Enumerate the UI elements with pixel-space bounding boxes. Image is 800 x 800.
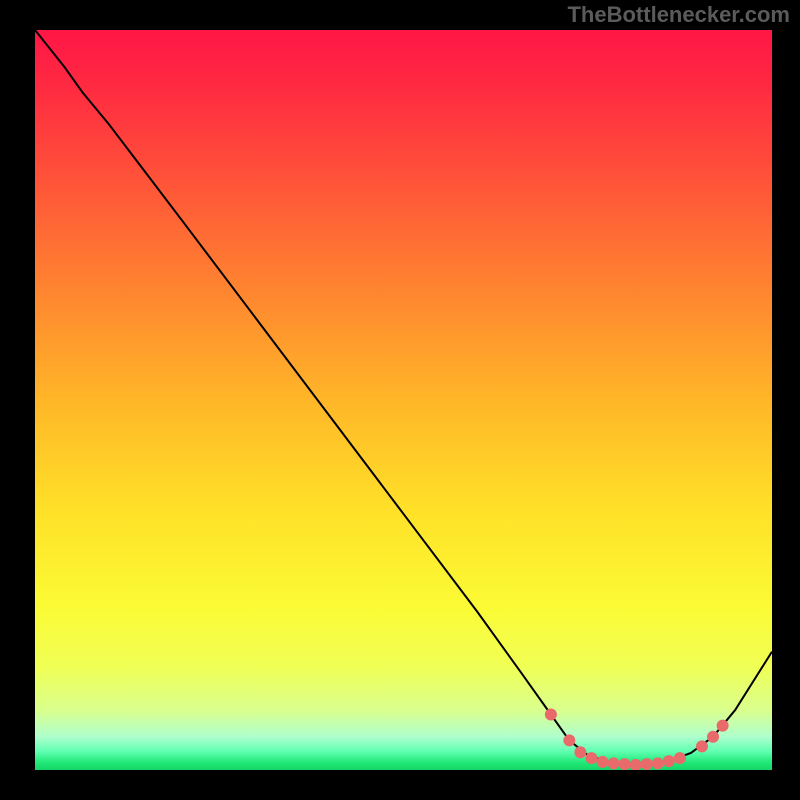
marker-point: [630, 759, 641, 770]
marker-point: [619, 759, 630, 770]
marker-point: [586, 753, 597, 764]
plot-area: [35, 30, 772, 770]
marker-point: [708, 731, 719, 742]
marker-point: [575, 747, 586, 758]
gradient-background: [35, 30, 772, 770]
marker-point: [717, 720, 728, 731]
marker-point: [674, 753, 685, 764]
marker-point: [663, 756, 674, 767]
chart-frame: TheBottlenecker.com: [0, 0, 800, 800]
marker-point: [696, 741, 707, 752]
marker-point: [652, 758, 663, 769]
marker-point: [641, 759, 652, 770]
marker-point: [564, 735, 575, 746]
marker-point: [545, 709, 556, 720]
marker-point: [597, 756, 608, 767]
marker-point: [608, 758, 619, 769]
plot-svg: [35, 30, 772, 770]
watermark-text: TheBottlenecker.com: [567, 2, 790, 28]
